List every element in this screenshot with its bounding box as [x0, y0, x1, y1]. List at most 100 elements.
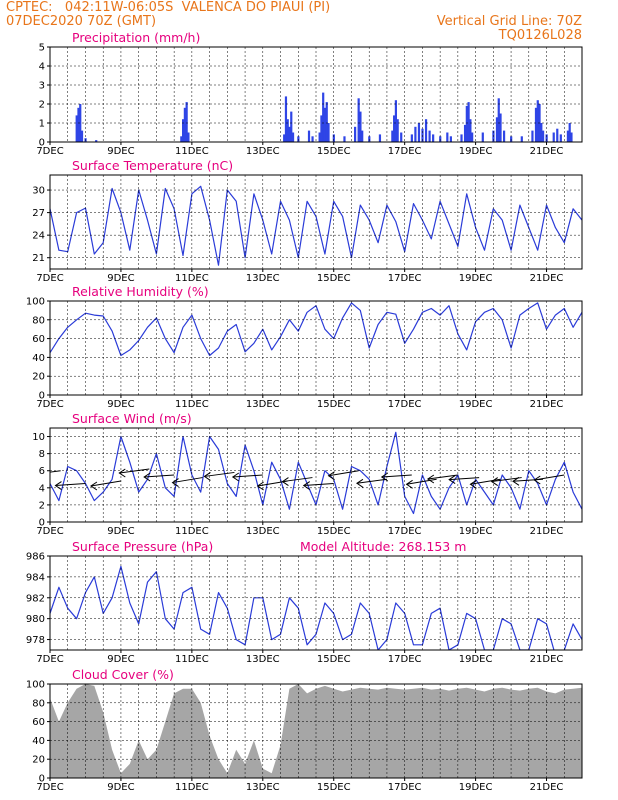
- x-tick-label: 9DEC: [107, 399, 134, 410]
- wind-arrow: [50, 470, 61, 473]
- precip-bar: [559, 134, 562, 142]
- y-tick-label: 27: [32, 208, 45, 219]
- precip-bar: [394, 100, 397, 142]
- precip-bar: [460, 134, 463, 142]
- precip-bar: [332, 134, 335, 142]
- y-tick-label: 80: [32, 698, 45, 709]
- precip-bar: [424, 119, 428, 142]
- wind-arrow: [448, 475, 480, 484]
- precip-bar: [540, 123, 543, 142]
- precip-bar: [357, 98, 360, 142]
- precip-bar: [499, 113, 502, 142]
- y-tick-label: 30: [32, 186, 45, 197]
- series-line: [50, 565, 582, 650]
- panel-0: 0 1 2 3 4 5 7DEC 9DEC 11DEC 13DEC 15DEC 17DEC 19DEC 2…: [36, 30, 583, 157]
- x-tick-label: 11DEC: [175, 654, 209, 665]
- precip-bar: [283, 134, 286, 142]
- y-tick-label: 984: [26, 572, 45, 583]
- y-tick-label: 40: [32, 736, 45, 747]
- plot-area: [50, 47, 582, 142]
- wind-arrow: [302, 481, 334, 490]
- precip-bar: [322, 92, 325, 142]
- precip-bar: [534, 107, 538, 142]
- header-date: 07DEC2020 70Z (GMT): [6, 14, 157, 29]
- x-tick-label: 7DEC: [36, 782, 63, 793]
- precip-bar: [284, 96, 288, 142]
- precip-bar: [80, 130, 84, 142]
- x-tick-label: 17DEC: [388, 273, 422, 284]
- precip-bar: [467, 102, 470, 142]
- y-tick-label: 0: [39, 774, 45, 785]
- precip-bar: [361, 130, 364, 142]
- y-tick-label: 80: [32, 315, 45, 326]
- y-tick-label: 100: [26, 297, 45, 308]
- y-tick-label: 982: [26, 593, 45, 604]
- y-tick-label: 21: [32, 253, 45, 264]
- panel-4: 978 980 982 984 986 7DEC 9DEC 11DEC 13DEC 15DEC 17…: [26, 539, 583, 665]
- panel-title: Surface Temperature (nC): [72, 158, 233, 173]
- precip-bar: [497, 98, 500, 142]
- precip-bar: [481, 132, 484, 142]
- x-tick-label: 15DEC: [317, 526, 351, 537]
- precip-bar: [410, 134, 413, 142]
- precip-bar: [290, 111, 293, 142]
- plot-area: [50, 428, 582, 522]
- precip-bar: [552, 132, 555, 142]
- precip-bar: [307, 130, 311, 142]
- panel-3: 0 2 4 6 8 10 7DEC 9DEC 11DEC 13DEC 15DEC 17DEC 19DEC…: [32, 411, 583, 537]
- precip-bar: [286, 119, 289, 142]
- wind-arrow: [90, 480, 122, 491]
- precip-bar: [428, 130, 431, 142]
- precip-bar: [343, 136, 346, 142]
- precip-bar: [393, 115, 396, 142]
- wind-arrow: [231, 472, 263, 482]
- x-tick-label: 9DEC: [107, 782, 134, 793]
- precip-bar: [185, 102, 188, 142]
- y-tick-label: 24: [32, 231, 45, 242]
- precip-bar: [449, 136, 452, 142]
- x-tick-label: 9DEC: [107, 654, 134, 665]
- wind-arrow: [405, 478, 437, 489]
- y-tick-label: 20: [32, 372, 45, 383]
- y-tick-label: 0: [39, 138, 45, 149]
- precip-bar: [495, 117, 499, 142]
- wind-arrow: [171, 477, 203, 487]
- precip-bar: [541, 130, 545, 142]
- y-tick-label: 8: [39, 449, 45, 460]
- wind-arrow: [203, 471, 235, 481]
- plot-frame: [49, 683, 583, 779]
- y-tick-label: 0: [39, 518, 45, 529]
- precip-bar: [414, 126, 417, 142]
- precip-bar: [378, 134, 382, 142]
- precip-bar: [446, 132, 449, 142]
- panel-title: Cloud Cover (%): [72, 667, 174, 682]
- plot-frame: [49, 174, 583, 270]
- x-tick-label: 13DEC: [246, 273, 280, 284]
- x-tick-label: 13DEC: [246, 146, 280, 157]
- precip-bar: [400, 132, 403, 142]
- y-tick-label: 3: [39, 81, 45, 92]
- y-tick-label: 978: [26, 635, 45, 646]
- precip-bar: [354, 126, 357, 142]
- y-tick-label: 20: [32, 755, 45, 766]
- precip-bar: [311, 136, 314, 142]
- panel-title: Surface Pressure (hPa): [72, 539, 213, 554]
- wind-arrow: [327, 470, 359, 481]
- x-tick-label: 19DEC: [459, 782, 493, 793]
- x-tick-label: 9DEC: [107, 146, 134, 157]
- y-tick-label: 2: [39, 100, 45, 111]
- wind-arrow: [356, 478, 387, 488]
- wind-arrow: [281, 477, 313, 486]
- x-tick-label: 15DEC: [317, 146, 351, 157]
- x-tick-label: 19DEC: [459, 399, 493, 410]
- precip-bar: [183, 107, 186, 142]
- precip-bar: [320, 115, 323, 142]
- y-tick-label: 1: [39, 119, 45, 130]
- y-tick-label: 60: [32, 334, 45, 345]
- y-tick-label: 40: [32, 353, 45, 364]
- plot-frame: [49, 555, 583, 651]
- precip-bar: [325, 102, 328, 142]
- precip-bar: [288, 126, 291, 142]
- x-tick-label: 7DEC: [36, 273, 63, 284]
